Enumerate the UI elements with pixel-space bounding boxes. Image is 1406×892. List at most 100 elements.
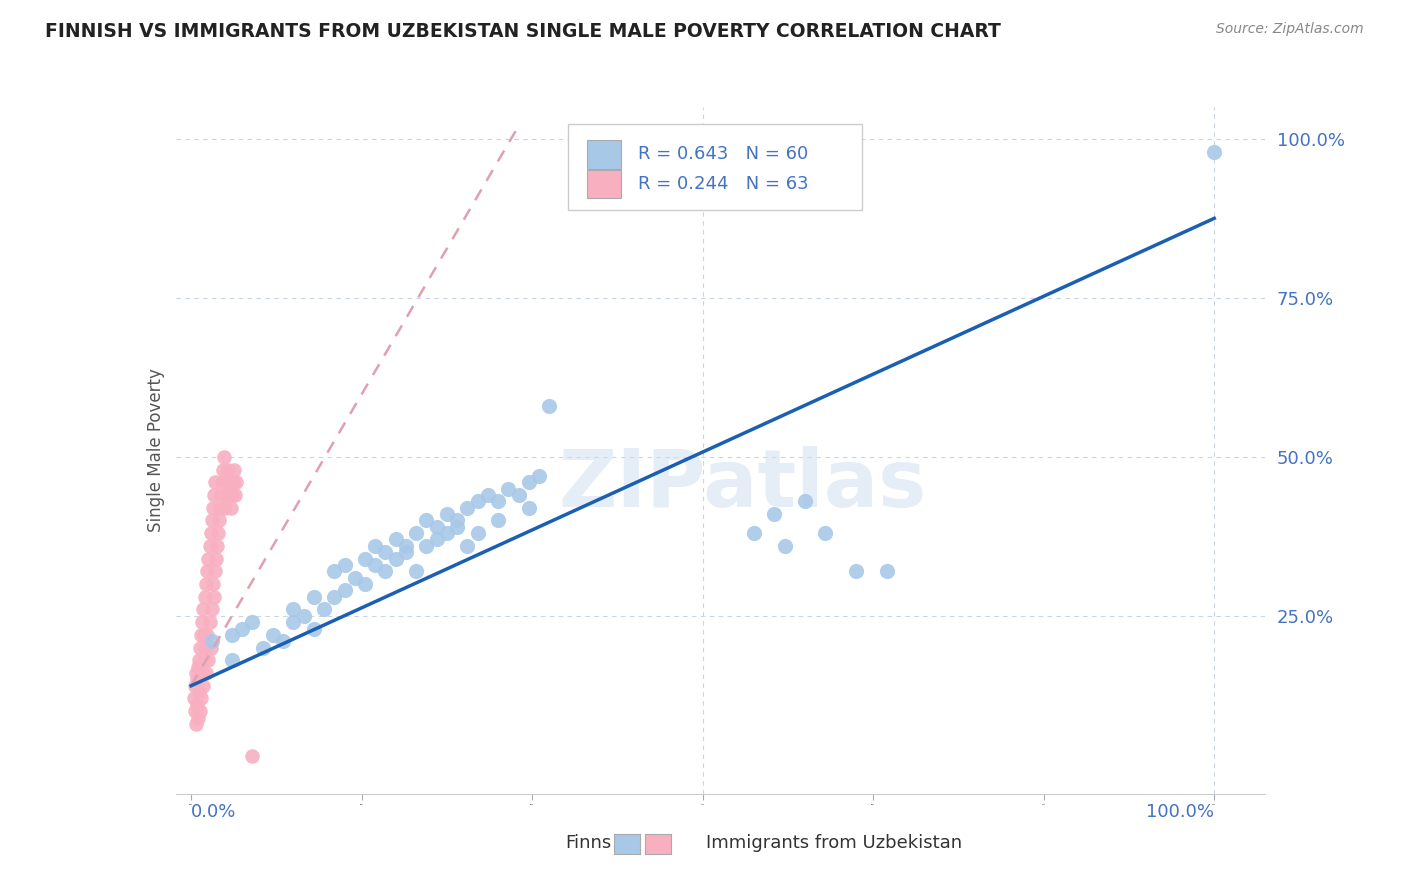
Text: Source: ZipAtlas.com: Source: ZipAtlas.com [1216,22,1364,37]
Point [225,475,247,490]
Point [845,564,868,578]
Point [486,513,509,527]
Point [222,475,245,490]
Point [395,539,418,553]
Point [477,488,499,502]
Point [211,475,233,490]
Text: Immigrants from Uzbekistan: Immigrants from Uzbekistan [706,834,962,852]
Point [436,507,458,521]
Point [405,564,427,578]
Point [204,551,226,566]
Point [191,615,214,630]
Point [354,577,377,591]
Point [186,698,208,712]
Point [219,500,242,515]
Point [364,539,387,553]
Point [200,640,222,655]
Point [214,500,236,515]
Text: 100.0%: 100.0% [1146,804,1215,822]
Point [202,488,225,502]
Point [186,717,208,731]
Point [184,704,207,718]
Point [217,462,239,476]
Point [190,628,212,642]
Point [426,520,449,534]
Point [204,475,226,490]
Text: ZIPatlas: ZIPatlas [558,446,927,524]
Point [876,564,898,578]
Point [292,608,315,623]
Point [333,558,356,572]
Point [395,545,418,559]
Point [323,564,346,578]
Point [415,513,437,527]
Point [197,564,219,578]
Point [405,526,427,541]
Point [323,590,346,604]
Point [763,507,786,521]
Y-axis label: Single Male Poverty: Single Male Poverty [146,368,165,533]
Text: R = 0.244   N = 63: R = 0.244 N = 63 [638,175,808,193]
Point [436,526,458,541]
Point [1204,145,1226,159]
Point [193,679,215,693]
Text: Finns: Finns [565,834,612,852]
Point [188,653,211,667]
Point [742,526,765,541]
Point [187,659,209,673]
Point [215,475,238,490]
Point [200,602,222,616]
Point [354,551,377,566]
Point [773,539,796,553]
Point [201,500,224,515]
Point [193,602,215,616]
Point [456,539,478,553]
Point [193,628,215,642]
Point [211,462,233,476]
Point [302,590,325,604]
Point [242,748,264,763]
Point [202,590,225,604]
Point [195,577,218,591]
Point [415,539,437,553]
Point [498,482,520,496]
Point [195,666,218,681]
FancyBboxPatch shape [568,124,862,211]
Point [200,526,222,541]
Point [207,526,229,541]
Point [314,602,336,616]
Point [283,615,305,630]
Point [446,513,468,527]
Point [364,558,387,572]
Text: 0.0%: 0.0% [191,804,236,822]
Point [188,685,211,699]
Point [190,691,212,706]
Point [186,673,208,687]
Point [384,533,406,547]
Point [188,704,211,718]
Point [186,666,208,681]
Point [222,462,245,476]
Point [184,679,207,693]
Point [183,691,205,706]
Point [201,577,224,591]
Point [224,488,246,502]
Point [343,571,366,585]
Point [197,628,219,642]
Point [538,399,561,413]
Point [208,500,231,515]
Text: FINNISH VS IMMIGRANTS FROM UZBEKISTAN SINGLE MALE POVERTY CORRELATION CHART: FINNISH VS IMMIGRANTS FROM UZBEKISTAN SI… [45,22,1001,41]
Point [283,602,305,616]
Point [456,500,478,515]
Point [193,653,215,667]
Point [191,666,214,681]
Point [517,475,540,490]
Point [252,640,274,655]
Point [446,520,468,534]
Point [374,564,396,578]
Point [221,488,243,502]
Text: R = 0.643   N = 60: R = 0.643 N = 60 [638,145,808,163]
Point [374,545,396,559]
Point [302,622,325,636]
Point [198,615,221,630]
